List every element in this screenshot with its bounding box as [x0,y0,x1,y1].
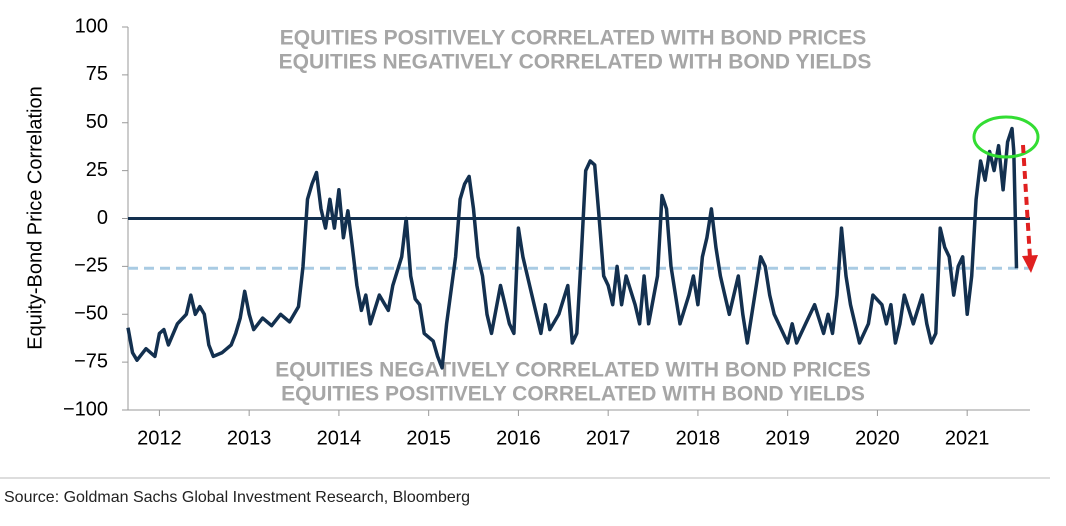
x-tick-label: 2018 [676,427,721,449]
x-tick-label: 2015 [406,427,451,449]
y-tick-label: 0 [97,207,108,229]
y-tick-label: −25 [74,255,108,277]
annotation: EQUITIES POSITIVELY CORRELATED WITH BOND… [281,383,865,406]
annotation: EQUITIES POSITIVELY CORRELATED WITH BOND… [280,27,867,50]
arrow-head [1022,255,1038,273]
y-tick-label: 50 [86,111,108,133]
x-tick-label: 2019 [765,427,810,449]
x-tick-label: 2013 [227,427,272,449]
y-tick-label: −50 [74,303,108,325]
y-axis-label: Equity-Bond Price Correlation [24,86,46,349]
arrow-shaft [1021,144,1032,259]
y-tick-label: 25 [86,159,108,181]
y-tick-label: −75 [74,350,108,372]
x-tick-label: 2016 [496,427,541,449]
highlight-circle [972,115,1040,159]
x-tick-label: 2021 [945,427,990,449]
x-tick-label: 2014 [317,427,362,449]
y-tick-label: −100 [63,398,108,420]
x-tick-label: 2012 [137,427,182,449]
series-line [126,126,1019,370]
annotation: EQUITIES NEGATIVELY CORRELATED WITH BOND… [279,51,872,74]
annotation: EQUITIES NEGATIVELY CORRELATED WITH BOND… [275,359,870,382]
plot-area: 100 75 50 25 0 −25 −50 −75 −100 2012 2013 2014 2015 2… [63,15,1030,449]
y-tick-label: 75 [86,63,108,85]
x-tick-label: 2017 [586,427,631,449]
x-tick-label: 2020 [855,427,900,449]
y-tick-label: 100 [75,15,108,37]
source: Source: Goldman Sachs Global Investment … [4,489,470,506]
